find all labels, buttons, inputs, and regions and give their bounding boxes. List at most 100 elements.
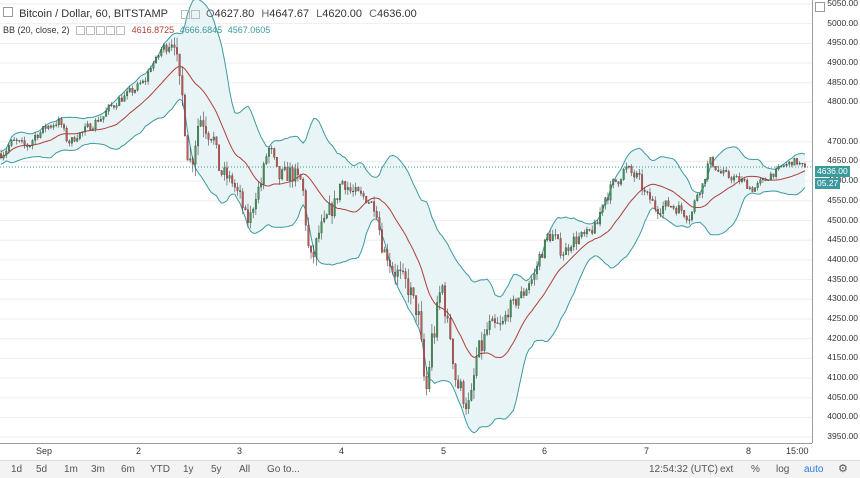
range-5d-button[interactable]: 5d	[36, 464, 48, 475]
candle-body	[488, 320, 491, 330]
candle-body	[228, 175, 231, 179]
candle-body	[315, 238, 318, 258]
candle-body	[210, 139, 213, 141]
range-1m-button[interactable]: 1m	[64, 464, 78, 475]
candle-body	[709, 157, 712, 164]
candle-body	[717, 169, 720, 172]
bottom-toolbar: 1d 5d 1m 3m 6m YTD 1y 5y All Go to... 12…	[0, 460, 860, 478]
candle-body	[491, 318, 494, 322]
candle-body	[218, 144, 221, 171]
percent-button[interactable]: %	[751, 464, 760, 475]
candle-body	[286, 167, 289, 181]
candle-body	[562, 254, 565, 256]
candle-body	[543, 239, 546, 258]
candle-body	[504, 314, 507, 322]
candle-body	[564, 247, 567, 255]
range-all-button[interactable]: All	[239, 464, 251, 475]
candle-body	[252, 208, 255, 213]
candle-body	[494, 318, 496, 323]
candle-body	[446, 315, 449, 319]
candle-body	[262, 163, 265, 185]
goto-button[interactable]: Go to...	[267, 464, 300, 475]
range-3m-button[interactable]: 3m	[91, 464, 105, 475]
symbol-title[interactable]: Bitcoin / Dollar, 60, BITSTAMP	[19, 8, 168, 20]
candle-body	[475, 356, 478, 376]
candle-body	[141, 80, 144, 84]
candle-body	[501, 320, 504, 324]
candle-body	[94, 119, 97, 130]
range-6m-button[interactable]: 6m	[121, 464, 135, 475]
price-chart[interactable]	[0, 0, 812, 443]
range-1d-button[interactable]: 1d	[11, 464, 23, 475]
candle-body	[194, 145, 197, 165]
bb-title[interactable]: BB (20, close, 2)	[3, 25, 70, 35]
candle-body	[575, 236, 578, 244]
bb-legend: BB (20, close, 2) 4616.8725 4666.6845 45…	[3, 25, 270, 36]
legend-buttons-icon[interactable]	[180, 8, 201, 20]
range-5y-button[interactable]: 5y	[211, 464, 222, 475]
candle-body	[131, 88, 134, 93]
candle-body	[370, 201, 373, 203]
candle-body	[181, 75, 184, 96]
high-value: 4647.67	[269, 8, 310, 20]
candle-body	[244, 207, 247, 210]
candle-body	[157, 55, 160, 58]
candle-body	[772, 173, 775, 177]
candle-body	[796, 158, 799, 165]
candle-body	[790, 161, 793, 166]
auto-button[interactable]: auto	[804, 464, 824, 475]
candle-body	[583, 232, 586, 235]
symbol-icon[interactable]	[3, 7, 13, 17]
candle-body	[722, 170, 725, 174]
candle-body	[735, 176, 738, 178]
candle-body	[310, 245, 312, 253]
candle-body	[134, 90, 136, 93]
candle-body	[748, 187, 751, 189]
y-tick-label: 4950.00	[827, 37, 858, 48]
gear-icon[interactable]: ⚙	[838, 463, 848, 475]
candle-body	[628, 166, 630, 168]
candle-body	[89, 123, 92, 131]
candle-body	[423, 339, 425, 377]
candle-body	[449, 318, 452, 340]
candle-body	[746, 180, 749, 189]
close-value: 4636.00	[377, 8, 417, 20]
candle-body	[604, 197, 607, 205]
axis-settings-icon[interactable]	[815, 2, 825, 12]
candle-body	[7, 145, 10, 152]
range-ytd-button[interactable]: YTD	[150, 464, 170, 475]
candle-body	[798, 162, 801, 165]
candle-body	[659, 213, 662, 215]
candle-body	[483, 334, 486, 351]
candle-body	[783, 165, 785, 167]
candle-body	[567, 247, 570, 251]
candle-body	[704, 178, 707, 184]
bb-buttons-icon[interactable]	[76, 25, 126, 36]
candle-body	[170, 44, 173, 48]
candle-body	[804, 163, 806, 168]
candle-body	[71, 137, 73, 144]
candle-body	[144, 80, 147, 82]
candle-body	[254, 199, 257, 210]
candle-body	[683, 210, 686, 217]
candle-body	[730, 177, 733, 181]
price-axis[interactable]: 3950.00 4000.00 4050.00 4100.00 4150.00 4200.…	[812, 0, 860, 443]
candle-body	[28, 145, 31, 147]
candle-body	[165, 44, 168, 52]
range-1y-button[interactable]: 1y	[183, 464, 194, 475]
time-axis[interactable]: Sep 2 3 4 5 6 7 8 15:00	[0, 443, 812, 461]
ext-button[interactable]: ext	[720, 464, 734, 475]
candle-body	[593, 222, 596, 234]
bb-basis-value: 4616.8725	[131, 25, 175, 35]
candle-body	[701, 183, 704, 194]
candle-body	[420, 311, 423, 340]
candle-body	[588, 229, 591, 231]
candle-body	[751, 187, 754, 192]
candle-body	[328, 203, 331, 215]
candle-body	[249, 212, 252, 223]
candle-body	[296, 168, 299, 175]
log-button[interactable]: log	[776, 464, 790, 475]
candle-body	[247, 209, 249, 223]
candle-body	[354, 187, 357, 192]
candle-body	[102, 116, 105, 120]
